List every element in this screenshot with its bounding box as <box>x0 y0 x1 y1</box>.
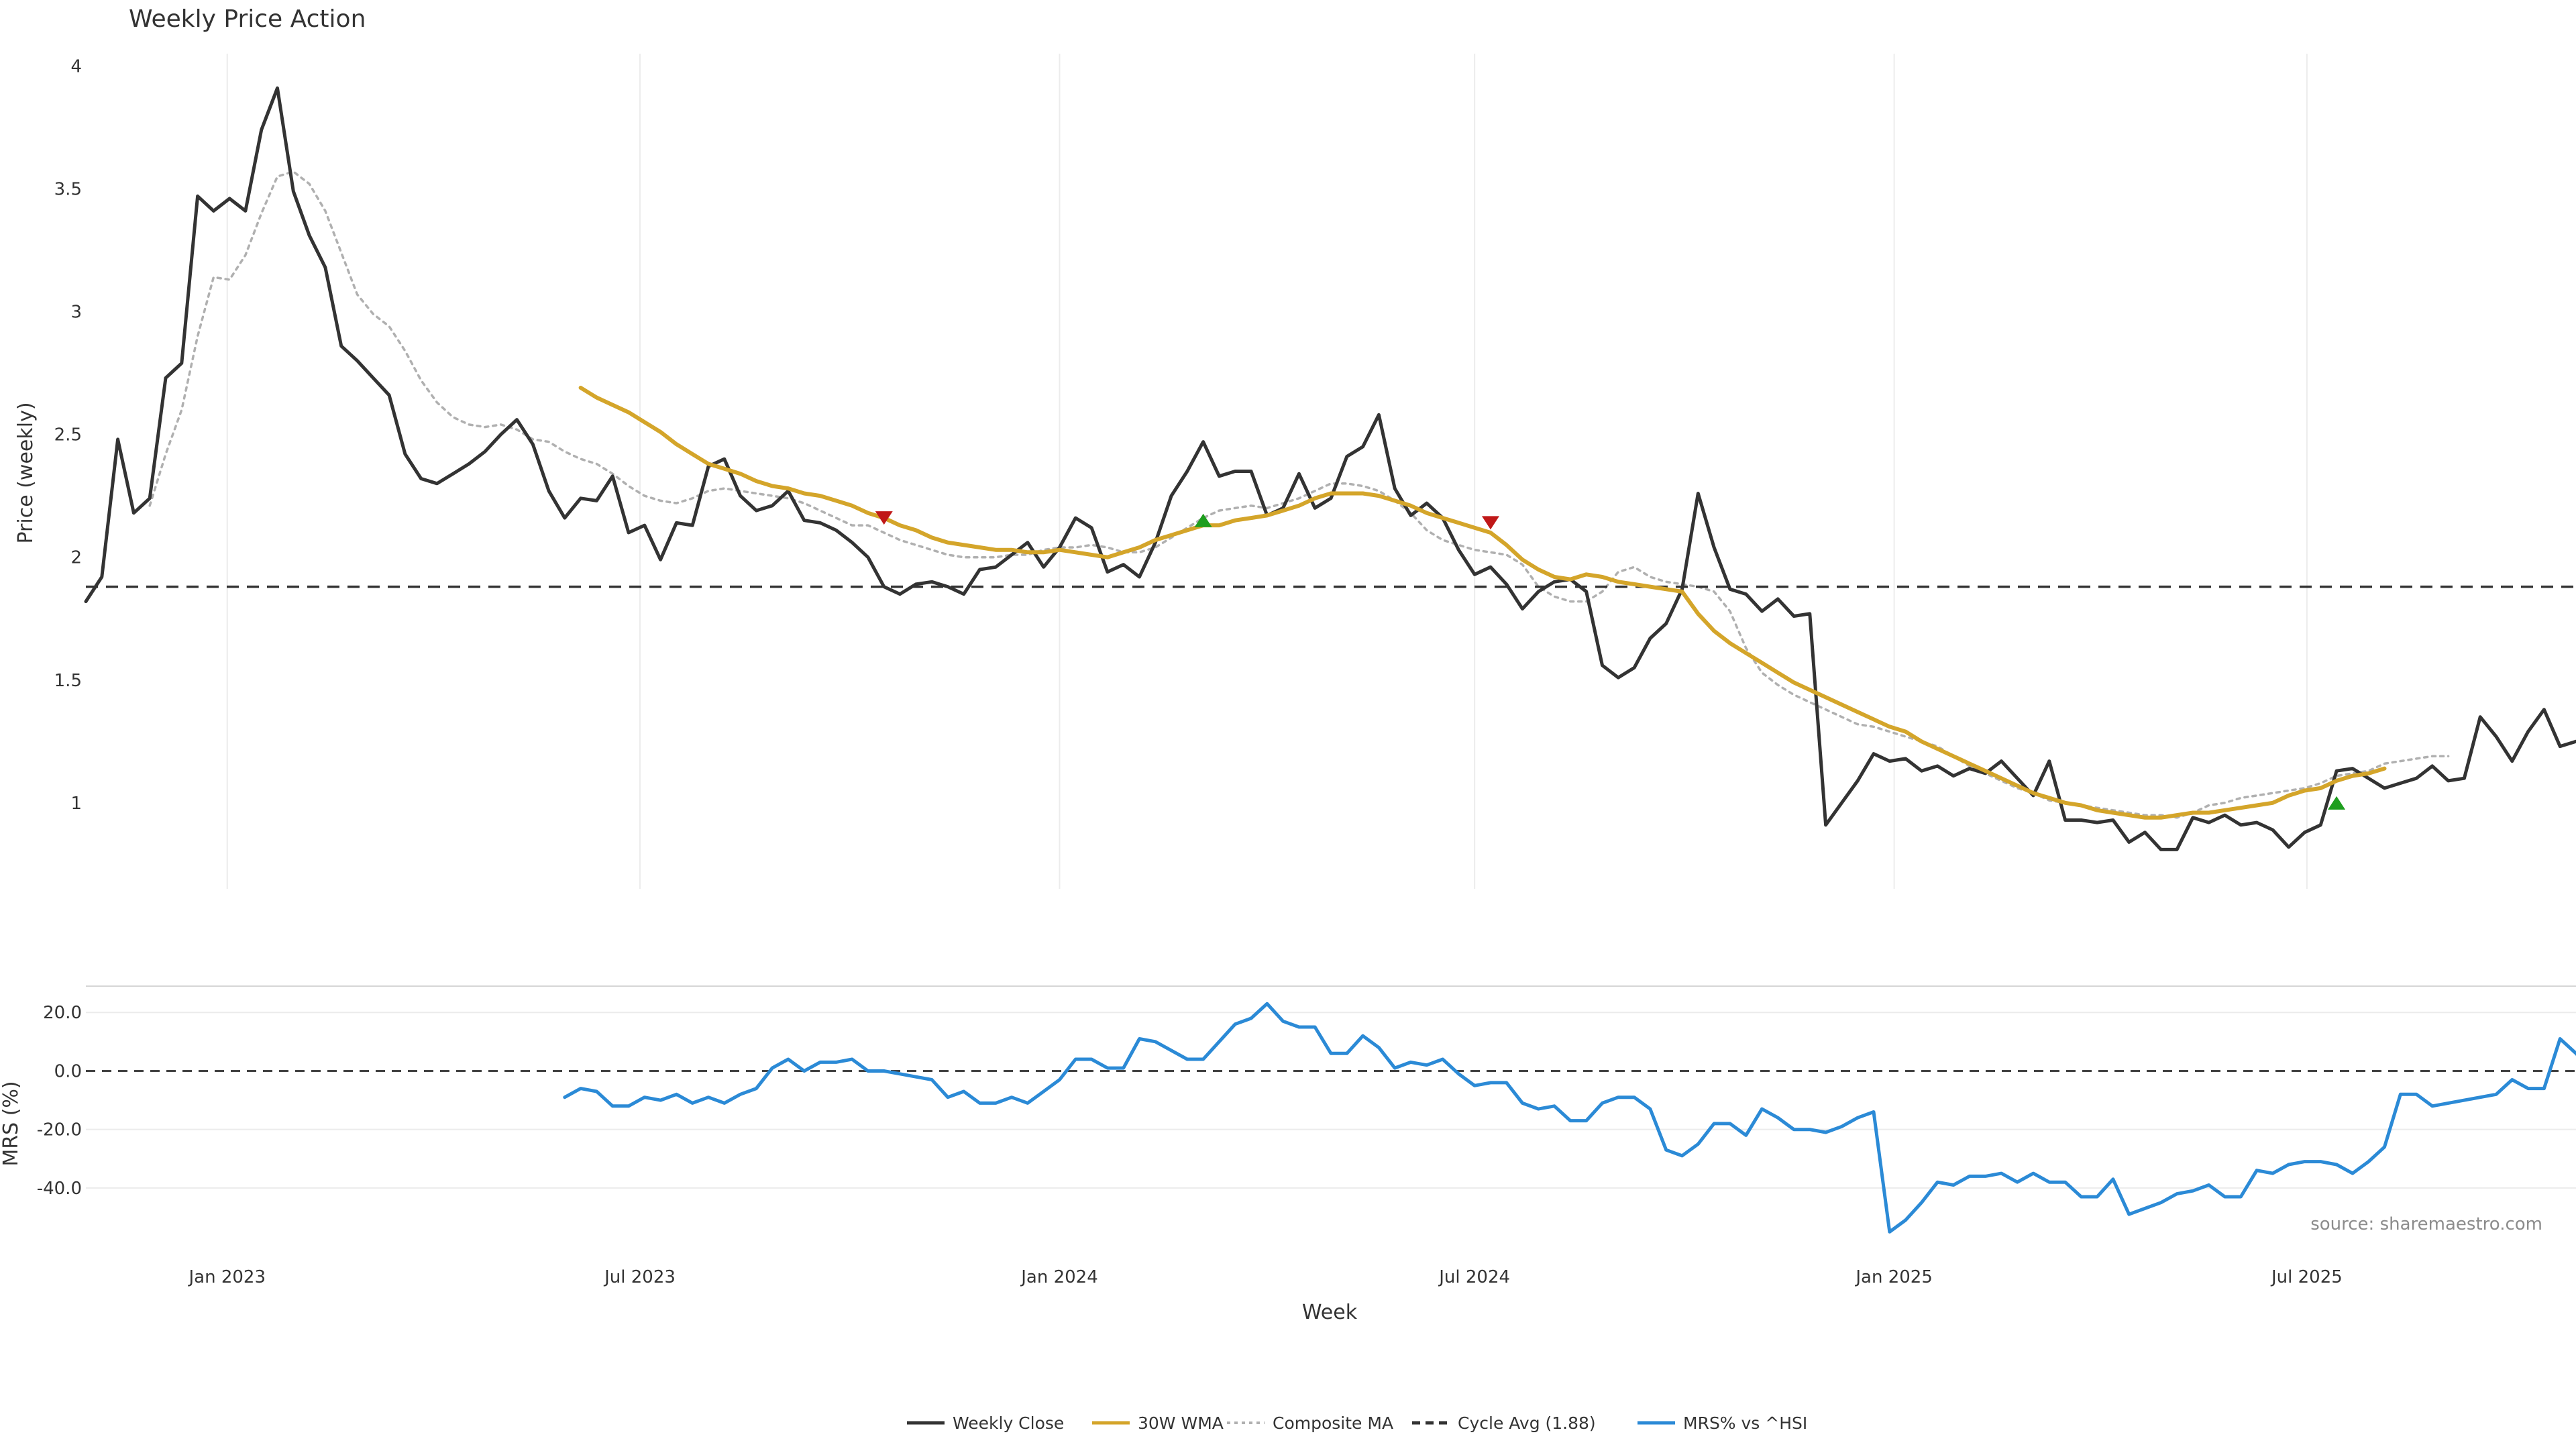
mrs-y-ticks: 20.0 0.0 -20.0 -40.0 <box>37 1003 82 1199</box>
chart-title: Weekly Price Action <box>129 5 366 33</box>
x-tick-label: Jul 2024 <box>1438 1267 1510 1287</box>
price-y-tick-label: 1 <box>70 794 82 814</box>
mrs-y-tick-label: 20.0 <box>43 1003 82 1023</box>
legend-label: MRS% vs ^HSI <box>1683 1413 1807 1433</box>
x-tick-label: Jan 2025 <box>1854 1267 1933 1287</box>
price-signals <box>875 511 2346 810</box>
x-tick-labels: Jan 2023 Jul 2023 Jan 2024 Jul 2024 Jan 2025… <box>187 1267 2342 1287</box>
price-y-tick-label: 2 <box>70 548 82 568</box>
mrs-y-tick-label: -40.0 <box>37 1179 82 1199</box>
buy-signal-marker <box>2328 796 2346 810</box>
price-y-tick-label: 2.5 <box>54 425 82 445</box>
x-tick-label: Jul 2023 <box>603 1267 676 1287</box>
mrs-y-axis-title: MRS (%) <box>0 1081 23 1166</box>
x-tick-label: Jul 2025 <box>2270 1267 2343 1287</box>
mrs-y-tick-label: 0.0 <box>54 1061 82 1081</box>
price-y-axis-title: Price (weekly) <box>14 402 38 543</box>
buy-signal-marker <box>1194 513 1212 527</box>
x-tick-label: Jan 2023 <box>187 1267 266 1287</box>
price-y-tick-label: 3 <box>70 302 82 322</box>
x-axis-title: Week <box>1302 1301 1358 1324</box>
price-grid <box>226 54 2308 889</box>
x-tick-label: Jan 2024 <box>1020 1267 1098 1287</box>
price-y-tick-label: 1.5 <box>54 671 82 691</box>
sell-signal-marker <box>875 511 893 525</box>
price-series <box>84 86 2576 851</box>
price-y-tick-label: 4 <box>70 56 82 76</box>
mrs-y-tick-label: -20.0 <box>37 1120 82 1140</box>
legend-label: Weekly Close <box>953 1413 1064 1433</box>
legend-label: 30W WMA <box>1138 1413 1224 1433</box>
legend-label: Composite MA <box>1273 1413 1393 1433</box>
price-y-ticks: 1 1.5 2 2.5 3 3.5 4 <box>54 56 82 814</box>
legend: Weekly Close 30W WMA Composite MA Cycle Avg… <box>907 1413 1807 1433</box>
price-y-tick-label: 3.5 <box>54 179 82 199</box>
series-line-composite-ma <box>148 170 2450 819</box>
series-line-weekly-close <box>84 86 2576 851</box>
series-line-30w-wma <box>578 386 2387 820</box>
mrs-grid <box>86 985 2576 1189</box>
source-credit: source: sharemaestro.com <box>2310 1214 2542 1234</box>
sell-signal-marker <box>1481 516 1499 530</box>
mrs-series <box>563 1002 2576 1234</box>
legend-label: Cycle Avg (1.88) <box>1458 1413 1596 1433</box>
series-line-mrs <box>563 1002 2576 1234</box>
